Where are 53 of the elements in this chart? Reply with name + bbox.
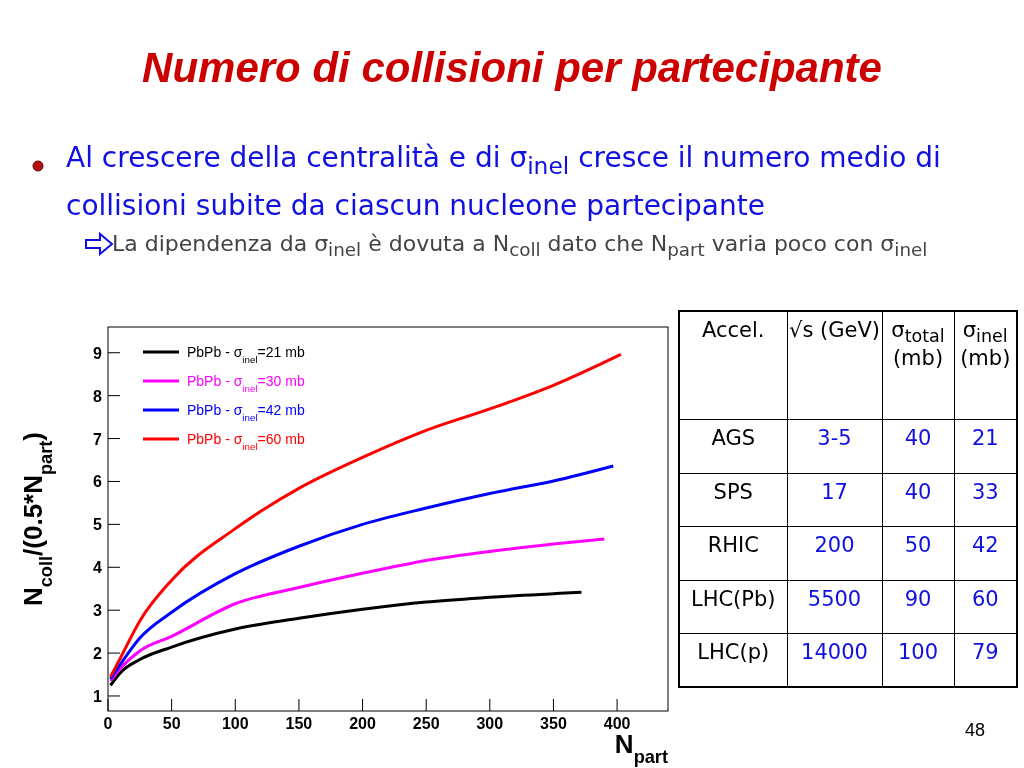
x-tick-label: 350 — [540, 715, 567, 732]
y-tick-label: 8 — [93, 387, 103, 405]
legend-label: PbPb - σ$_{inel}$=30 mb — [187, 373, 305, 394]
x-tick-label: 100 — [221, 715, 249, 732]
x-tick-label: 300 — [476, 715, 504, 732]
text: LHC(p) — [679, 633, 787, 687]
y-tick-label: 5 — [93, 516, 103, 534]
text: La dipendenza da σ$_{inel}$ è dovuta a N$_{coll}$ dato che N$_{part}$ varia poco con σ$_{inel}$ — [112, 230, 929, 263]
legend-label: PbPb - σ$_{inel}$=21 mb — [187, 344, 305, 365]
text: 79 — [954, 633, 1017, 687]
text: 40 — [882, 473, 954, 527]
text: 90 — [882, 580, 954, 634]
x-tick-label: 150 — [285, 715, 313, 732]
text: 42 — [954, 526, 1017, 581]
chart-title: Numero di collisioni per partecipante — [142, 44, 882, 91]
line-series — [109, 537, 606, 683]
text: σ$_{total}$ (mb) — [882, 311, 954, 420]
y-tick-label: 9 — [93, 344, 103, 362]
text: SPS — [679, 473, 787, 527]
text: 5500 — [787, 580, 882, 634]
x-tick-label: 400 — [603, 715, 631, 732]
text: σ$_{inel}$ (mb) — [954, 311, 1017, 420]
text: 17 — [787, 473, 882, 527]
text: 33 — [954, 473, 1017, 527]
text: RHIC — [679, 526, 787, 581]
x-tick-label: 200 — [349, 715, 376, 732]
y-tick-label: 4 — [93, 559, 103, 577]
y-tick-label: 6 — [93, 473, 103, 491]
text: Accel. — [679, 311, 787, 420]
text: 40 — [882, 419, 954, 474]
x-tick-label: 50 — [162, 715, 181, 732]
text: 3-5 — [787, 419, 882, 474]
x-axis-title: N$_{part}$ — [614, 729, 668, 767]
y-tick-label: 2 — [93, 645, 103, 663]
y-tick-label: 7 — [93, 430, 103, 448]
legend-label: PbPb - σ$_{inel}$=42 mb — [187, 402, 305, 423]
text: Al crescere della centralità e di σ$_{inel}$ cresce il numero medio di collisioni subite da ciascun nucleone partecipante — [66, 140, 942, 224]
text: 14000 — [787, 633, 882, 687]
text: 21 — [954, 419, 1017, 474]
legend-label: PbPb - σ$_{inel}$=60 mb — [187, 431, 305, 452]
x-tick-label: 250 — [412, 715, 440, 732]
text: AGS — [679, 419, 787, 474]
line-series — [109, 464, 615, 681]
text: 50 — [882, 526, 954, 581]
text: LHC(Pb) — [679, 580, 787, 634]
text: 100 — [882, 633, 954, 687]
x-tick-label: 0 — [103, 715, 113, 732]
y-tick-label: 1 — [93, 687, 103, 705]
text: √s (GeV) — [787, 311, 882, 420]
y-tick-label: 3 — [93, 602, 103, 620]
text: 48 — [964, 720, 985, 740]
text: 200 — [787, 526, 882, 581]
text: 60 — [954, 580, 1017, 634]
